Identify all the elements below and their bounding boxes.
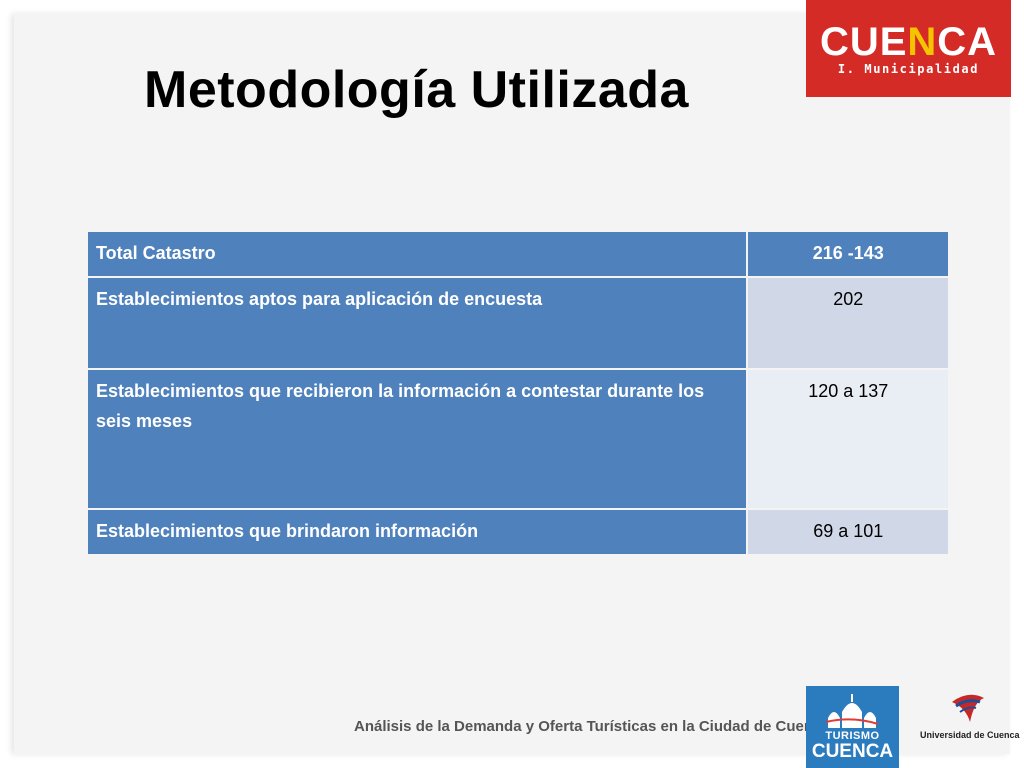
row-value: 216 -143 [748, 232, 948, 276]
slide-title: Metodología Utilizada [144, 61, 689, 119]
university-emblem-icon [952, 694, 984, 722]
cathedral-dome-icon [825, 694, 879, 728]
logo-brand-part1: CUE [819, 20, 908, 64]
cuenca-municipality-logo: CUENCA I. Municipalidad [806, 0, 1011, 97]
row-label: Total Catastro [88, 232, 747, 276]
table-row: Total Catastro 216 -143 [88, 232, 948, 276]
row-value: 69 a 101 [748, 510, 948, 554]
university-label: Universidad de Cuenca [920, 730, 1020, 740]
logo-brand-accent: N [907, 20, 938, 64]
row-label: Establecimientos que brindaron informaci… [88, 510, 747, 554]
logo-brand-part2: CA [937, 20, 998, 64]
table-row: Establecimientos que brindaron informaci… [88, 510, 948, 554]
methodology-table: Total Catastro 216 -143 Establecimientos… [86, 230, 950, 556]
university-logo: Universidad de Cuenca [920, 692, 1020, 744]
turismo-label: TURISMO [825, 730, 880, 742]
row-label: Establecimientos que recibieron la infor… [88, 370, 747, 508]
cuenca-label: CUENCA [811, 741, 894, 762]
row-label: Establecimientos aptos para aplicación d… [88, 278, 747, 368]
row-value: 120 a 137 [748, 370, 948, 508]
logo-brand: CUENCA [806, 20, 1011, 64]
table-row: Establecimientos que recibieron la infor… [88, 370, 948, 508]
turismo-cuenca-logo: TURISMO CUENCA [806, 686, 899, 768]
row-value: 202 [748, 278, 948, 368]
logo-subtitle: I. Municipalidad [837, 62, 980, 76]
footer-text: Análisis de la Demanda y Oferta Turístic… [354, 718, 830, 735]
table-row: Establecimientos aptos para aplicación d… [88, 278, 948, 368]
